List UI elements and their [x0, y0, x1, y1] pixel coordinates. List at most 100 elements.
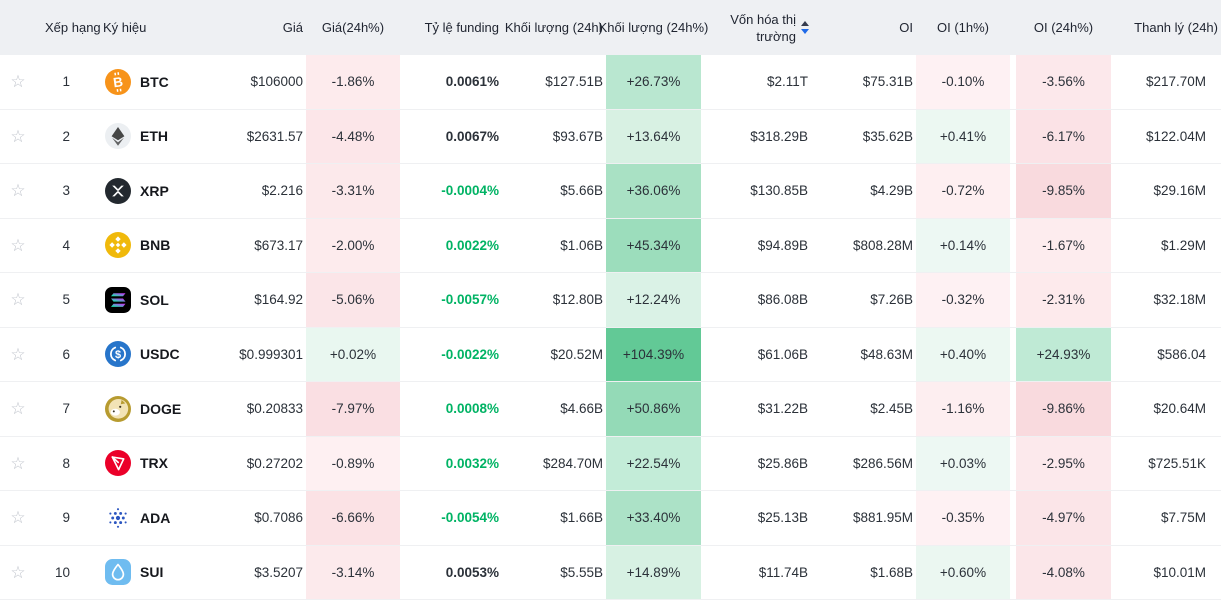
volume-change-24h-cell: +22.54% [606, 437, 701, 491]
price-change-24h-cell: -7.97% [306, 382, 400, 436]
table-row[interactable]: ☆ 2 ETH $2631.57 -4.48% 0.0067% $93.67B … [0, 110, 1221, 165]
volume-change-24h-cell: +104.39% [606, 328, 701, 382]
liquidation-24h-value: $586.04 [1111, 328, 1221, 382]
liquidation-24h-value: $10.01M [1111, 546, 1221, 600]
column-header-funding-rate[interactable]: Tỷ lệ funding [400, 0, 502, 55]
coin-symbol: SUI [140, 564, 163, 580]
favorite-star-icon[interactable]: ☆ [10, 564, 25, 581]
rank-value: 4 [36, 219, 76, 273]
oi-change-24h-cell: +24.93% [1016, 328, 1111, 382]
funding-rate-value: 0.0053% [400, 546, 502, 600]
favorite-star-icon[interactable]: ☆ [10, 509, 25, 526]
price-value: $0.7086 [230, 491, 306, 545]
funding-rate-value: -0.0054% [400, 491, 502, 545]
column-header-market-cap[interactable]: Vốn hóa thị trường [701, 0, 812, 55]
liquidation-24h-value: $29.16M [1111, 164, 1221, 218]
oi-change-24h-cell: -6.17% [1016, 110, 1111, 164]
coin-symbol: DOGE [140, 401, 181, 417]
volume-change-24h-cell: +36.06% [606, 164, 701, 218]
price-change-24h-cell: -0.89% [306, 437, 400, 491]
table-row[interactable]: ☆ 7 DOGE $0.20833 -7.97% 0.0008% $4.66B … [0, 382, 1221, 437]
oi-change-24h-cell: -9.86% [1016, 382, 1111, 436]
symbol-cell[interactable]: B BTC [76, 55, 230, 109]
favorite-star-icon[interactable]: ☆ [10, 237, 25, 254]
column-header-oi-change-24h[interactable]: OI (24h%) [1016, 0, 1111, 55]
rank-value: 10 [36, 546, 76, 600]
oi-change-1h-cell: -1.16% [916, 382, 1010, 436]
price-change-24h-cell: -5.06% [306, 273, 400, 327]
oi-change-1h-cell: -0.10% [916, 55, 1010, 109]
funding-rate-value: 0.0061% [400, 55, 502, 109]
oi-change-24h-cell: -1.67% [1016, 219, 1111, 273]
price-change-24h-cell: -2.00% [306, 219, 400, 273]
svg-text:$: $ [115, 349, 121, 361]
column-header-open-interest[interactable]: OI [812, 0, 916, 55]
funding-rate-value: 0.0067% [400, 110, 502, 164]
open-interest-value: $48.63M [812, 328, 916, 382]
funding-rate-value: 0.0022% [400, 219, 502, 273]
column-header-rank[interactable]: Xếp hạng [36, 0, 76, 55]
volume-24h-value: $4.66B [502, 382, 606, 436]
open-interest-value: $2.45B [812, 382, 916, 436]
column-header-volume-24h[interactable]: Khối lượng (24h) [502, 0, 606, 55]
favorite-star-icon[interactable]: ☆ [10, 346, 25, 363]
table-row[interactable]: ☆ 10 SUI $3.5207 -3.14% 0.0053% $5.55B +… [0, 546, 1221, 600]
coin-symbol: XRP [140, 183, 169, 199]
sort-asc-icon [801, 21, 809, 26]
price-change-24h-cell: +0.02% [306, 328, 400, 382]
price-change-24h-cell: -3.31% [306, 164, 400, 218]
symbol-cell[interactable]: XRP [76, 164, 230, 218]
column-header-price-change-24h[interactable]: Giá(24h%) [306, 0, 400, 55]
symbol-cell[interactable]: DOGE [76, 382, 230, 436]
open-interest-value: $7.26B [812, 273, 916, 327]
symbol-cell[interactable]: SUI [76, 546, 230, 600]
oi-change-1h-cell: -0.72% [916, 164, 1010, 218]
favorite-star-icon[interactable]: ☆ [10, 455, 25, 472]
favorite-star-icon[interactable]: ☆ [10, 128, 25, 145]
table-row[interactable]: ☆ 3 XRP $2.216 -3.31% -0.0004% $5.66B +3… [0, 164, 1221, 219]
symbol-cell[interactable]: $ USDC [76, 328, 230, 382]
table-row[interactable]: ☆ 8 TRX $0.27202 -0.89% 0.0032% $284.70M… [0, 437, 1221, 492]
oi-change-24h-cell: -3.56% [1016, 55, 1111, 109]
column-header-favorite [0, 0, 36, 55]
price-value: $106000 [230, 55, 306, 109]
column-header-oi-change-1h[interactable]: OI (1h%) [916, 0, 1010, 55]
column-header-liquidation-24h[interactable]: Thanh lý (24h) [1111, 0, 1221, 55]
xrp-icon [105, 178, 131, 204]
symbol-cell[interactable]: ETH [76, 110, 230, 164]
column-header-price[interactable]: Giá [230, 0, 306, 55]
table-row[interactable]: ☆ 5 SOL $164.92 -5.06% -0.0057% $12.80B … [0, 273, 1221, 328]
price-value: $2.216 [230, 164, 306, 218]
coin-symbol: BTC [140, 74, 169, 90]
table-row[interactable]: ☆ 1 B BTC $106000 -1.86% 0.0061% $127.51… [0, 55, 1221, 110]
table-row[interactable]: ☆ 9 ADA $0.7086 -6.66% -0.0054% $1.66B +… [0, 491, 1221, 546]
column-header-volume-change-24h[interactable]: Khối lượng (24h%) [606, 0, 701, 55]
oi-change-1h-cell: +0.14% [916, 219, 1010, 273]
price-value: $2631.57 [230, 110, 306, 164]
volume-change-24h-cell: +12.24% [606, 273, 701, 327]
favorite-star-icon[interactable]: ☆ [10, 291, 25, 308]
btc-icon: B [105, 69, 131, 95]
table-row[interactable]: ☆ 4 BNB $673.17 -2.00% 0.0022% $1.06B +4… [0, 219, 1221, 274]
symbol-cell[interactable]: SOL [76, 273, 230, 327]
volume-24h-value: $1.06B [502, 219, 606, 273]
column-header-symbol[interactable]: Ký hiệu [76, 0, 230, 55]
favorite-star-icon[interactable]: ☆ [10, 73, 25, 90]
sort-carets-icon[interactable] [801, 21, 809, 34]
favorite-star-icon[interactable]: ☆ [10, 400, 25, 417]
rank-value: 8 [36, 437, 76, 491]
rank-value: 9 [36, 491, 76, 545]
favorite-star-icon[interactable]: ☆ [10, 182, 25, 199]
sort-desc-icon [801, 29, 809, 34]
symbol-cell[interactable]: TRX [76, 437, 230, 491]
volume-change-24h-cell: +45.34% [606, 219, 701, 273]
liquidation-24h-value: $122.04M [1111, 110, 1221, 164]
table-row[interactable]: ☆ 6 $ USDC $0.999301 +0.02% -0.0022% $20… [0, 328, 1221, 383]
symbol-cell[interactable]: ADA [76, 491, 230, 545]
open-interest-value: $808.28M [812, 219, 916, 273]
oi-change-24h-cell: -4.97% [1016, 491, 1111, 545]
market-cap-value: $31.22B [701, 382, 812, 436]
sol-icon [105, 287, 131, 313]
symbol-cell[interactable]: BNB [76, 219, 230, 273]
open-interest-value: $75.31B [812, 55, 916, 109]
